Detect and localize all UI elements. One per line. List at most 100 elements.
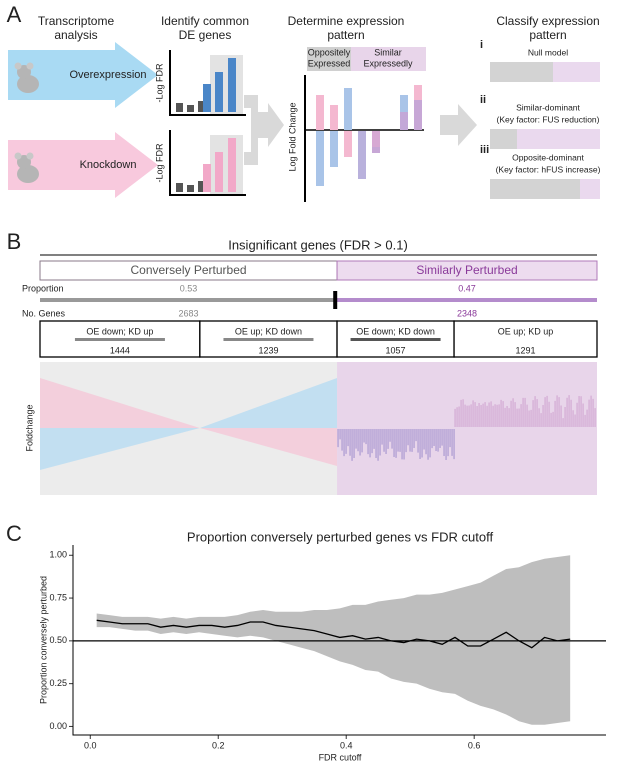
panel-label: C: [6, 521, 22, 546]
gene-count: 2683: [179, 308, 199, 318]
pattern-bar: [330, 105, 338, 130]
axis: [169, 50, 246, 116]
axis-label: FDR cutoff: [319, 752, 362, 762]
header-label: Expressedly: [363, 58, 413, 68]
step-title: DE genes: [179, 28, 232, 42]
highlight-box: [210, 55, 243, 115]
de-bar: [203, 164, 211, 192]
de-bar: [176, 103, 183, 112]
model-bar: [517, 129, 600, 149]
pattern-bar: [414, 100, 422, 130]
model-label: (Key factor: hFUS increase): [496, 164, 601, 174]
header-label: Expressed: [308, 58, 351, 68]
pattern-bar: [372, 147, 380, 153]
step-title: Identify common: [161, 14, 249, 28]
panel-title: Insignificant genes (FDR > 0.1): [228, 237, 408, 252]
axis-label: Proportion conversely perturbed: [38, 576, 48, 704]
row-label: Proportion: [22, 283, 64, 293]
model-numeral: iii: [480, 144, 489, 156]
de-bar: [198, 101, 205, 112]
pattern-bar: [344, 88, 352, 130]
pattern-bar: [316, 131, 324, 186]
foldchange-lines: [337, 429, 455, 461]
subgroup-label: OE up; KD down: [235, 326, 302, 336]
group-label: Conversely Perturbed: [130, 263, 246, 277]
subgroup-box: [199, 320, 338, 358]
connector-arrow: [440, 104, 477, 146]
pattern-bar: [358, 131, 366, 179]
subgroup-count: 1239: [258, 345, 278, 355]
gene-count: 2348: [457, 308, 477, 318]
subgroup-count: 1444: [110, 345, 130, 355]
foldchange-area: [40, 428, 200, 470]
de-bar: [215, 152, 223, 192]
model-bar: [490, 179, 580, 199]
arrow-label: Knockdown: [80, 159, 137, 171]
subgroup-box: [453, 320, 598, 358]
step-title: pattern: [327, 28, 364, 42]
de-bar: [187, 105, 194, 112]
axes: [72, 545, 606, 736]
foldchange-bg: [337, 362, 597, 495]
header-box: [307, 47, 351, 71]
model-bar: [553, 62, 600, 82]
y-tick-label: 0.25: [49, 678, 67, 688]
pattern-bar: [344, 131, 352, 157]
x-tick-label: 0.6: [468, 740, 481, 750]
x-tick-label: 0.4: [340, 740, 353, 750]
model-bar: [580, 179, 600, 199]
proportion-bar: [335, 298, 597, 302]
step-title: Classify expression: [496, 14, 599, 28]
model-label: Similar-dominant: [516, 102, 580, 112]
overexpression-arrow: [8, 42, 158, 108]
foldchange-area: [40, 378, 200, 428]
y-tick-label: 1.00: [49, 550, 67, 560]
model-numeral: i: [480, 39, 483, 51]
pattern-bar: [372, 131, 380, 147]
subgroup-label: OE down; KD down: [356, 326, 435, 336]
header-label: Oppositely: [308, 47, 351, 57]
mouse-icon: [17, 65, 31, 79]
axis-label: Log Fold Change: [287, 102, 297, 171]
axis: [169, 130, 246, 196]
de-bar: [187, 185, 194, 192]
subgroup-label: OE down; KD up: [86, 326, 153, 336]
foldchange-area: [199, 428, 338, 466]
mouse-icon: [26, 152, 34, 160]
row-label: No. Genes: [22, 308, 66, 318]
proportion-line: [96, 619, 571, 649]
axis-label: Foldchange: [24, 404, 34, 451]
axis-label: -Log FDR: [154, 143, 164, 183]
pattern-bar: [316, 95, 324, 130]
group-label: Similarly Perturbed: [416, 263, 517, 277]
de-bar: [198, 181, 205, 192]
proportion-label: 0.53: [180, 283, 198, 293]
subgroup-underline: [223, 338, 314, 341]
de-bar: [215, 72, 223, 112]
step-title: pattern: [529, 28, 566, 42]
proportion-marker: [333, 291, 338, 309]
mouse-icon: [17, 75, 39, 93]
subgroup-label: OE up; KD up: [498, 326, 554, 336]
model-label: Null model: [528, 47, 568, 57]
mouse-icon: [17, 155, 31, 169]
x-tick-label: 0.0: [84, 740, 97, 750]
mouse-icon: [14, 62, 22, 70]
knockdown-arrow: [8, 132, 158, 198]
highlight-box: [210, 135, 243, 195]
connector-arrow: [244, 95, 284, 165]
foldchange-lines: [454, 395, 596, 427]
pattern-bar: [400, 112, 408, 130]
de-bar: [176, 183, 183, 192]
y-tick-label: 0.50: [49, 635, 67, 645]
model-label: (Key factor: FUS reduction): [497, 114, 600, 124]
de-bar: [228, 58, 236, 112]
mouse-icon: [14, 152, 22, 160]
axis-label: -Log FDR: [154, 63, 164, 103]
proportion-bar: [40, 298, 336, 302]
model-numeral: ii: [480, 94, 486, 106]
header-box: [351, 47, 426, 71]
subgroup-underline: [350, 338, 441, 341]
arrow-label: Overexpression: [69, 69, 146, 81]
